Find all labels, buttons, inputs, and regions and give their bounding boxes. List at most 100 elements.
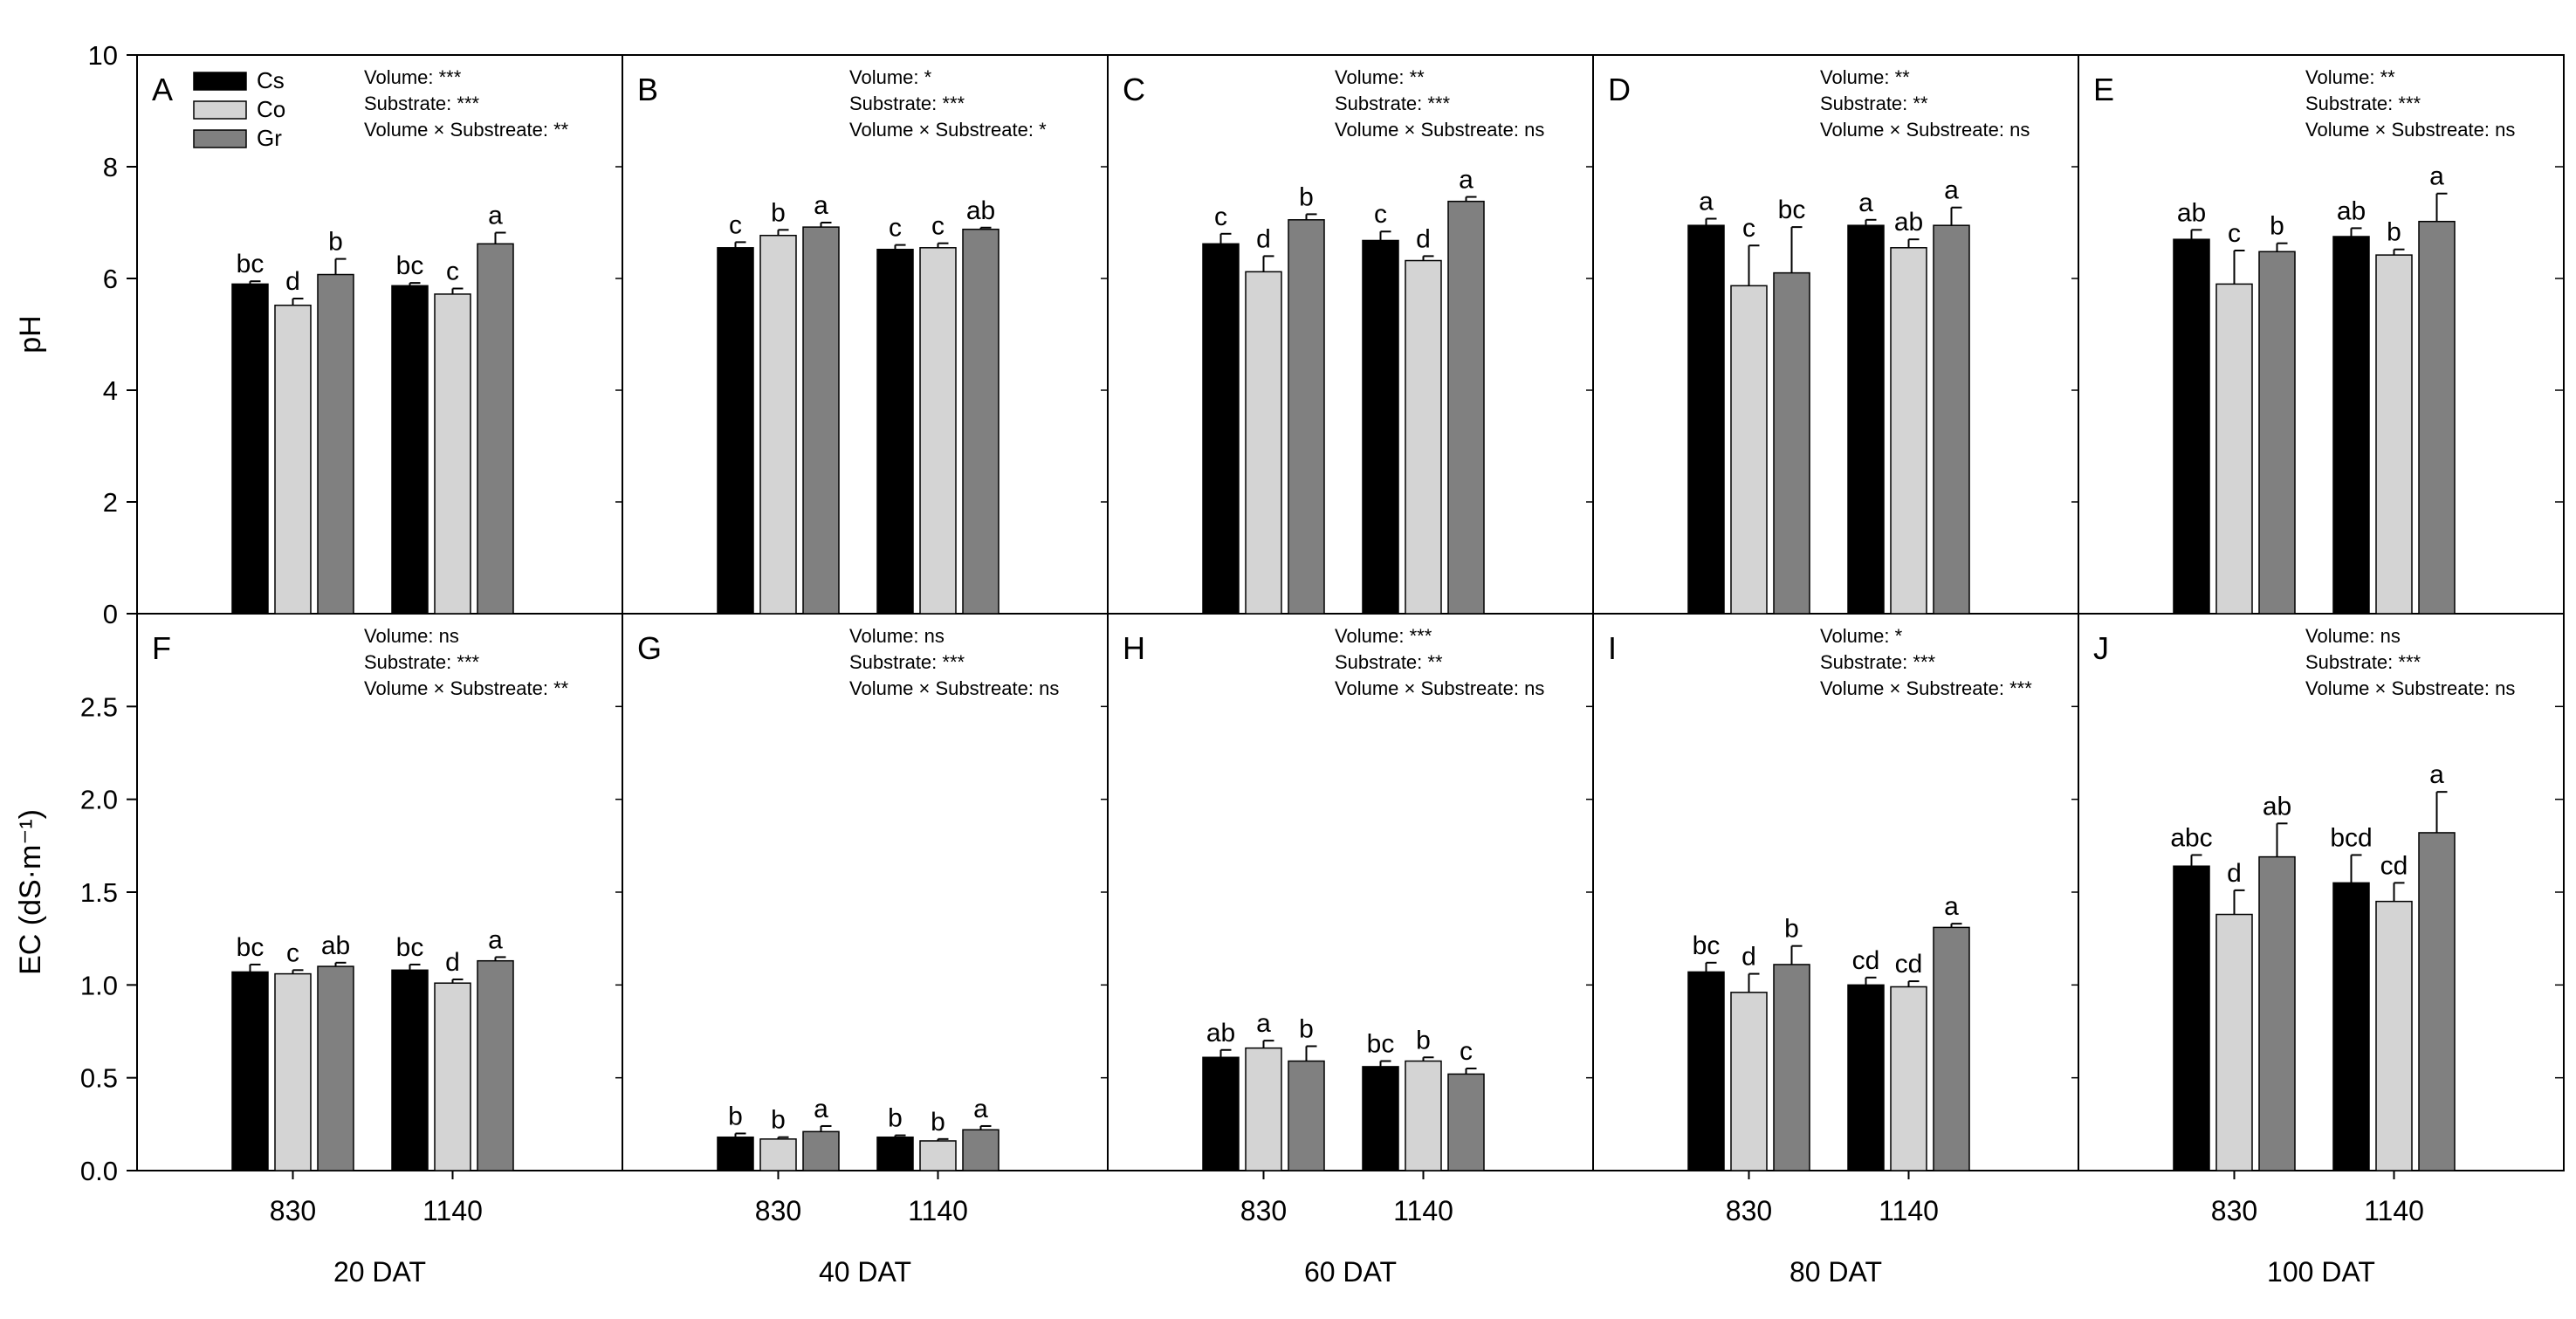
x-tick-label: 1140 (1393, 1195, 1453, 1226)
bar-Cs (1687, 224, 1725, 615)
stats-line: Substrate: *** (1335, 93, 1451, 114)
significance-letter: b (771, 1106, 786, 1135)
bar-Co (759, 1138, 797, 1171)
significance-letter: ab (2263, 792, 2291, 821)
significance-letter: a (973, 1095, 988, 1123)
bar-Gr (1288, 1060, 1325, 1171)
bar-Cs (231, 283, 269, 615)
significance-letter: c (286, 938, 299, 967)
x-tick-label: 1140 (1879, 1195, 1939, 1226)
stats-line: Volume × Substreate: ns (2305, 119, 2515, 141)
panel-letter: F (152, 630, 171, 666)
bar-Gr (1773, 964, 1810, 1171)
y-tick-label: 1.0 (80, 970, 118, 1000)
significance-letter: a (1459, 166, 1473, 195)
significance-letter: b (931, 1108, 945, 1137)
y-tick-label: 2 (103, 487, 118, 518)
bar-Cs (1202, 243, 1240, 615)
panel-letter: E (2093, 72, 2114, 107)
bar-Cs (391, 285, 429, 615)
significance-letter: d (1741, 943, 1756, 972)
bar-Cs (1202, 1056, 1240, 1171)
significance-letter: ab (2177, 198, 2206, 227)
bar-Gr (2258, 855, 2296, 1171)
significance-letter: c (446, 258, 459, 286)
bar-Co (1245, 271, 1282, 615)
bar-Co (1730, 285, 1768, 615)
bar-Gr (1288, 219, 1325, 615)
significance-letter: d (1416, 224, 1431, 253)
significance-letter: d (2227, 859, 2242, 888)
panel-letter: D (1608, 72, 1631, 107)
bar-Gr (962, 1129, 999, 1171)
panel-letter: C (1123, 72, 1145, 107)
legend: Cs Co Gr (193, 67, 285, 151)
significance-letter: c (889, 214, 902, 243)
bar-Cs (1847, 224, 1885, 615)
stats-line: Volume × Substreate: ns (2305, 677, 2515, 699)
bar-Co (919, 1140, 957, 1171)
stats-line: Volume: * (1820, 625, 1903, 647)
significance-letter: bc (237, 250, 264, 278)
significance-letter: bc (396, 251, 424, 280)
significance-letter: a (488, 925, 503, 954)
stats-line: Volume: ns (849, 625, 945, 647)
significance-letter: cd (1852, 946, 1880, 975)
significance-letter: b (1416, 1026, 1431, 1055)
bar-Gr (2418, 832, 2456, 1171)
significance-letter: bc (1367, 1030, 1395, 1059)
significance-letter: c (1214, 203, 1227, 231)
y-tick-label: 0.5 (80, 1063, 118, 1094)
significance-letter: a (1858, 189, 1873, 217)
stats-line: Volume: ns (2305, 625, 2401, 647)
legend-swatch-Cs (193, 72, 247, 91)
significance-letter: d (285, 267, 300, 296)
y-axis-row-1: 0 2 4 6 8 10 pH (14, 40, 2564, 629)
bar-Cs (2332, 882, 2370, 1171)
bar-Cs (2173, 865, 2210, 1171)
y-tick-label: 10 (88, 40, 118, 71)
bar-Cs (1362, 239, 1399, 615)
bar-Gr (2418, 220, 2456, 615)
bar-Cs (2173, 238, 2210, 615)
panel-letter: H (1123, 630, 1145, 666)
stats-line: Volume: *** (364, 66, 462, 88)
y-tick-label: 6 (103, 264, 118, 294)
stats-line: Substrate: *** (2305, 93, 2421, 114)
panel-B: B Volume: * Substrate: *** Volume × Substre… (637, 66, 1047, 615)
panel-A: A Volume: *** Substrate: *** Volume × Subst… (152, 66, 569, 615)
significance-letter: c (1460, 1037, 1473, 1066)
dat-label: 40 DAT (819, 1256, 911, 1288)
y-tick-label: 0 (103, 599, 118, 629)
significance-letter: a (1699, 188, 1714, 216)
bar-Gr (1447, 1073, 1485, 1171)
bar-Cs (1687, 971, 1725, 1171)
legend-swatch-Gr (193, 129, 247, 148)
y-axis-title: pH (14, 315, 47, 353)
significance-letter: b (771, 198, 786, 227)
significance-letter: a (1944, 892, 1959, 921)
x-tick-label: 830 (755, 1195, 801, 1226)
significance-letter: a (2429, 760, 2444, 789)
legend-label: Cs (257, 67, 285, 93)
significance-letter: b (1299, 182, 1314, 211)
significance-letter: a (1944, 176, 1959, 205)
bar-Cs (717, 1136, 754, 1171)
stats-line: Volume × Substreate: ns (1335, 119, 1544, 141)
bar-Cs (876, 1136, 914, 1171)
panel-F: F Volume: ns Substrate: *** Volume × Substr… (152, 625, 569, 1288)
dat-label: 20 DAT (333, 1256, 426, 1288)
stats-line: Volume: ** (2305, 66, 2395, 88)
stats-line: Volume × Substreate: ns (849, 677, 1059, 699)
bar-Gr (962, 228, 999, 615)
stats-line: Volume: ns (364, 625, 459, 647)
y-tick-label: 1.5 (80, 877, 118, 908)
significance-letter: a (814, 191, 828, 220)
bar-Gr (477, 959, 514, 1171)
y-tick-label: 0.0 (80, 1156, 118, 1186)
stats-line: Volume: * (849, 66, 932, 88)
significance-letter: bcd (2330, 823, 2372, 852)
bar-Co (434, 982, 471, 1171)
bar-Co (2215, 283, 2253, 615)
significance-letter: c (931, 212, 945, 241)
